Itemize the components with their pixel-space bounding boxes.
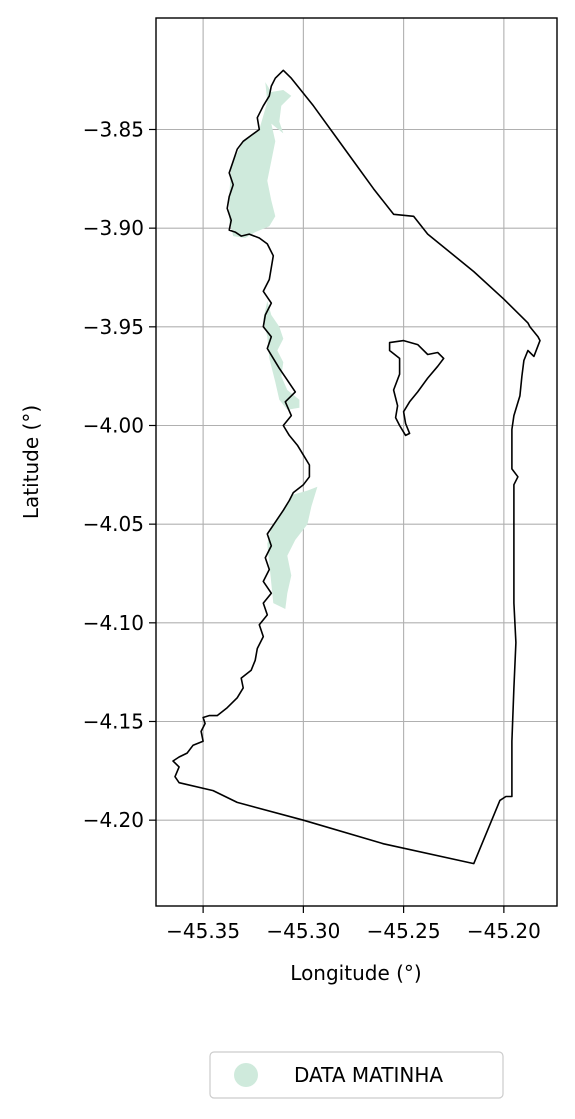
municipality-boundary-layer <box>172 69 541 865</box>
matinha-areas <box>229 82 318 609</box>
x-axis-ticks: −45.35 −45.30 −45.25 −45.20 <box>166 906 541 943</box>
x-tick-label: −45.35 <box>166 919 240 943</box>
y-tick-label: −4.10 <box>83 611 144 635</box>
x-tick-label: −45.20 <box>467 919 541 943</box>
x-gridlines <box>202 18 505 906</box>
axes-frame <box>155 17 558 907</box>
legend-label-data-matinha: DATA MATINHA <box>294 1063 443 1087</box>
y-tick-label: −4.05 <box>83 512 144 536</box>
municipality-boundary <box>172 69 541 865</box>
y-gridlines <box>156 128 557 821</box>
y-axis-ticks: −3.85 −3.90 −3.95 −4.00 −4.05 −4.10 −4.15 −4.20 <box>83 117 156 832</box>
y-tick-label: −4.20 <box>83 808 144 832</box>
x-tick-label: −45.25 <box>367 919 441 943</box>
y-tick-label: −3.90 <box>83 216 144 240</box>
y-tick-label: −3.95 <box>83 315 144 339</box>
matinha-area-3 <box>267 486 318 609</box>
x-axis-label: Longitude (°) <box>290 961 421 985</box>
legend: DATA MATINHA <box>209 1051 504 1099</box>
legend-box <box>209 1051 504 1099</box>
y-tick-label: −4.00 <box>83 413 144 437</box>
y-tick-label: −3.85 <box>83 117 144 141</box>
matinha-area-1 <box>229 82 292 238</box>
x-tick-label: −45.30 <box>266 919 340 943</box>
y-tick-label: −4.15 <box>83 709 144 733</box>
legend-marker-data-matinha <box>234 1063 258 1087</box>
y-axis-label: Latitude (°) <box>19 405 43 519</box>
matinha-area-2 <box>263 301 300 410</box>
